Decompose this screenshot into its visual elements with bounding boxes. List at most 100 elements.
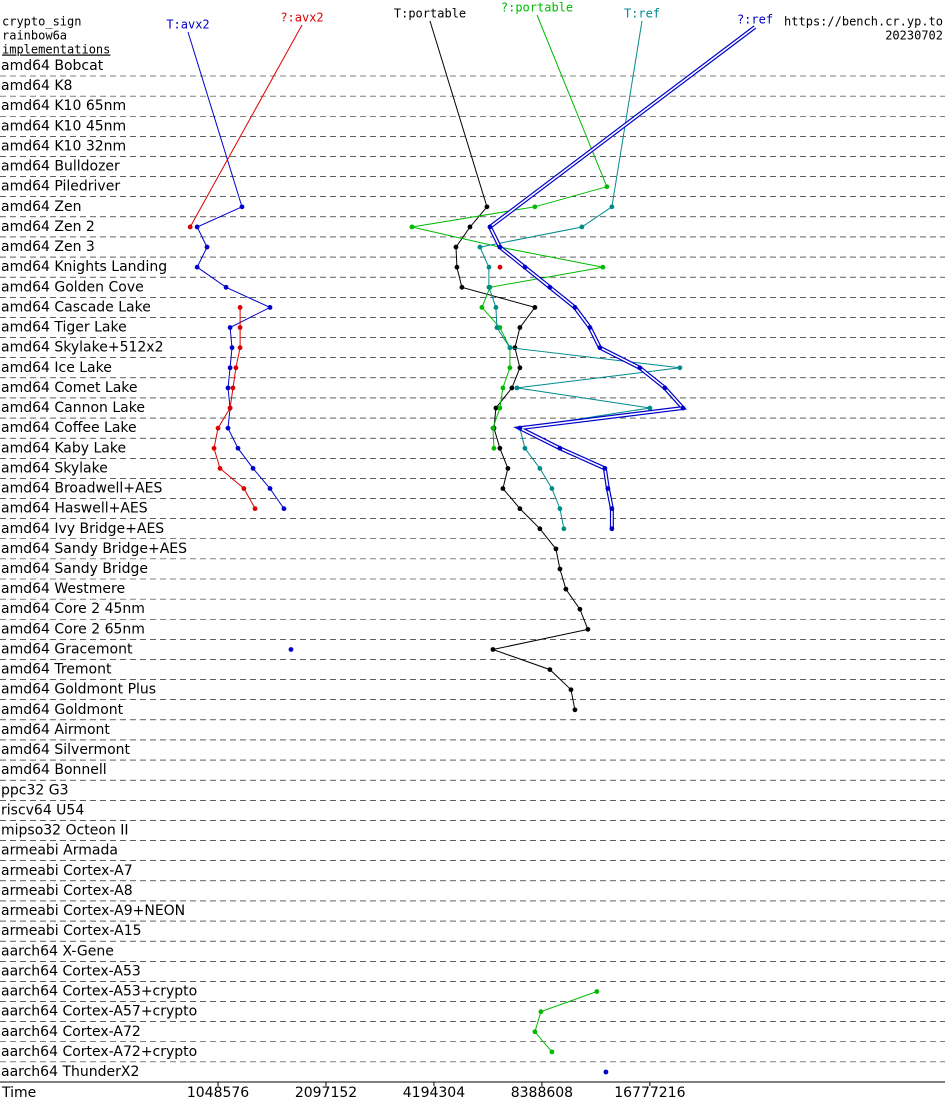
row-label: armeabi Cortex-A8	[1, 883, 133, 899]
data-point	[267, 486, 273, 491]
data-point	[467, 224, 473, 230]
data-point	[477, 244, 483, 250]
row-label: amd64 K10 45nm	[1, 118, 126, 134]
x-tick-label: 1048576	[187, 1085, 249, 1101]
data-point	[557, 445, 563, 451]
row-label: riscv64 U54	[1, 802, 84, 818]
data-point	[217, 466, 223, 471]
data-point	[517, 506, 523, 512]
data-point	[229, 345, 235, 351]
data-point	[239, 204, 245, 210]
row-label: amd64 Westmere	[1, 581, 125, 597]
data-point	[507, 365, 513, 371]
source: https://bench.cr.yp.to	[784, 15, 943, 29]
data-point	[486, 284, 492, 290]
data-point	[227, 325, 233, 330]
data-point	[509, 385, 515, 391]
data-point	[637, 365, 643, 371]
data-point	[225, 385, 231, 391]
data-point	[454, 264, 460, 270]
data-point	[187, 224, 193, 230]
row-label: armeabi Armada	[1, 843, 118, 859]
row-label: amd64 K8	[1, 78, 72, 94]
data-point	[267, 305, 273, 310]
row-label: amd64 Knights Landing	[1, 259, 167, 275]
chart-subtitle: rainbow6a	[2, 29, 67, 43]
row-label: amd64 Core 2 45nm	[1, 601, 145, 617]
data-point	[497, 264, 503, 270]
row-label: aarch64 Cortex-A53+crypto	[1, 984, 197, 1000]
row-label: amd64 Goldmont	[1, 702, 124, 718]
data-point	[563, 586, 569, 592]
data-point	[490, 425, 496, 431]
series-line	[534, 991, 598, 1053]
row-label: amd64 Zen 2	[1, 219, 95, 235]
chart-title: crypto_sign	[2, 15, 81, 29]
row-label: amd64 K10 65nm	[1, 98, 126, 114]
data-point	[549, 486, 555, 491]
row-label: amd64 Bobcat	[1, 58, 104, 74]
row-label: ppc32 G3	[1, 782, 69, 798]
y-axis-label: implementations	[2, 43, 110, 57]
row-label: amd64 Zen	[1, 199, 81, 215]
data-point	[241, 486, 247, 491]
data-point	[215, 425, 221, 431]
data-point	[497, 405, 503, 411]
data-point	[609, 204, 615, 210]
series-connector	[611, 20, 643, 207]
row-label: aarch64 Cortex-A72	[1, 1024, 141, 1040]
series-line	[196, 206, 285, 509]
data-point	[507, 345, 513, 351]
data-point	[281, 506, 287, 512]
data-point	[532, 204, 538, 210]
data-point	[459, 284, 465, 290]
series-line-inner	[489, 226, 685, 529]
data-point	[600, 264, 606, 270]
data-point	[194, 264, 200, 270]
row-label: amd64 Golden Cove	[1, 279, 144, 295]
data-point	[603, 1069, 609, 1075]
data-point	[547, 667, 553, 672]
series-line	[455, 206, 589, 710]
data-point	[484, 204, 490, 210]
series-line	[411, 186, 608, 449]
data-point	[250, 466, 256, 471]
data-point	[493, 305, 499, 310]
data-point	[505, 466, 511, 471]
data-point	[557, 506, 563, 512]
row-label: amd64 Kaby Lake	[1, 440, 126, 456]
data-point	[204, 244, 210, 250]
data-point	[235, 445, 241, 451]
data-point	[288, 647, 294, 652]
data-point	[585, 626, 591, 632]
series-connector	[489, 26, 756, 228]
row-label: armeabi Cortex-A9+NEON	[1, 903, 185, 919]
series-label: ?:portable	[501, 1, 573, 15]
data-point	[517, 325, 523, 330]
data-point	[517, 365, 523, 371]
row-label: amd64 Haswell+AES	[1, 501, 148, 517]
series-connector	[187, 31, 243, 207]
x-tick-label: 8388608	[511, 1085, 573, 1101]
data-point	[409, 224, 415, 230]
row-label: aarch64 ThunderX2	[1, 1064, 139, 1080]
row-label: amd64 Cannon Lake	[1, 400, 145, 416]
data-point	[514, 385, 520, 391]
data-point	[572, 305, 578, 310]
row-label: amd64 Core 2 65nm	[1, 621, 145, 637]
row-label: aarch64 X-Gene	[1, 943, 114, 959]
data-point	[223, 284, 229, 290]
data-point	[233, 365, 239, 371]
row-label: amd64 Bulldozer	[1, 159, 120, 175]
series-label: ?:avx2	[280, 11, 323, 25]
data-point	[500, 486, 506, 491]
data-point	[605, 486, 611, 491]
data-point	[579, 224, 585, 230]
data-point	[194, 224, 200, 230]
data-point	[517, 425, 523, 431]
data-point	[497, 445, 503, 451]
row-label: amd64 K10 32nm	[1, 138, 126, 154]
data-point	[211, 445, 217, 451]
data-point	[557, 566, 563, 572]
data-point	[597, 345, 603, 351]
